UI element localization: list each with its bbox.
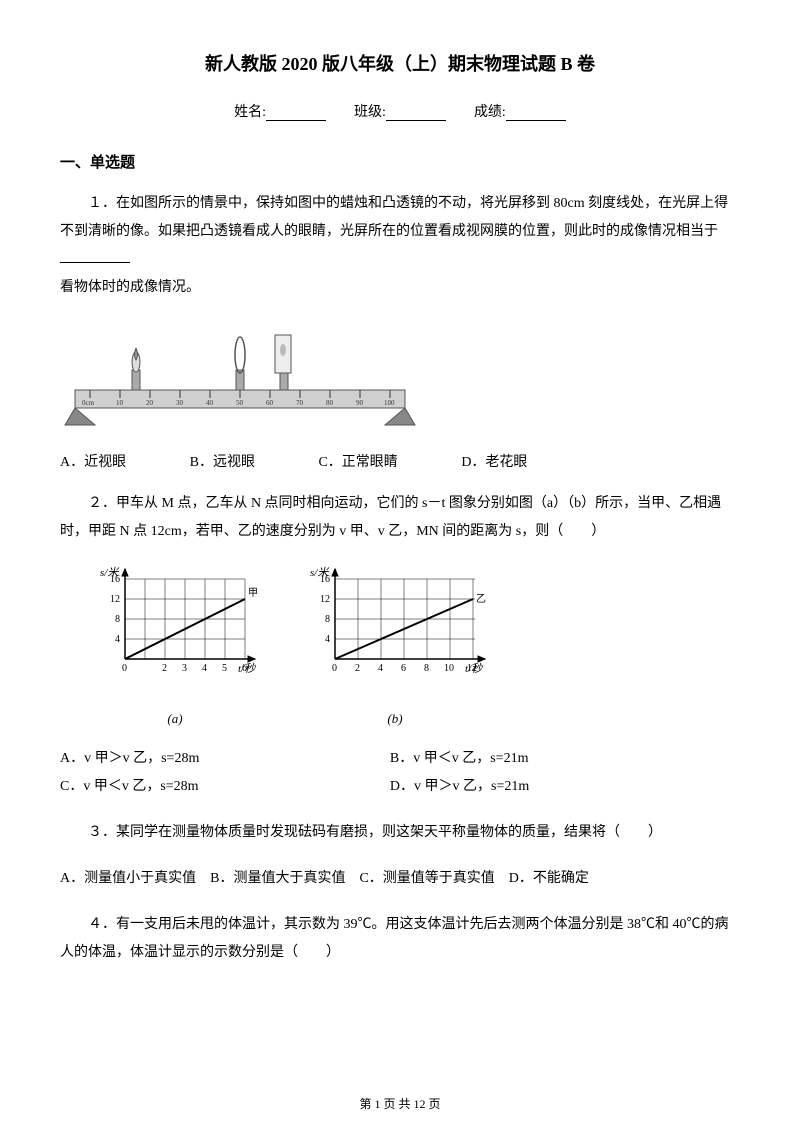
svg-text:4: 4 — [202, 663, 207, 674]
svg-text:4: 4 — [378, 663, 383, 674]
svg-text:0: 0 — [332, 663, 337, 674]
svg-text:30: 30 — [176, 399, 184, 407]
question-1: １．在如图所示的情景中，保持如图中的蜡烛和凸透镜的不动，将光屏移到 80cm 刻… — [60, 190, 740, 302]
svg-text:80: 80 — [326, 399, 334, 407]
q1-blank[interactable] — [60, 249, 130, 263]
svg-text:100: 100 — [384, 399, 395, 407]
svg-text:20: 20 — [146, 399, 154, 407]
svg-text:0cm: 0cm — [82, 399, 95, 407]
graph-b-caption: (b) — [300, 711, 490, 727]
svg-text:50: 50 — [236, 399, 244, 407]
svg-text:0: 0 — [122, 663, 127, 674]
q2-graphs: s/米 t/秒 1612 84 023 456 甲 (a) — [90, 564, 740, 727]
svg-text:8: 8 — [424, 663, 429, 674]
svg-text:2: 2 — [162, 663, 167, 674]
q1-option-c: C．正常眼睛 — [318, 450, 397, 475]
svg-text:12: 12 — [320, 594, 330, 605]
question-3: ３．某同学在测量物体质量时发现砝码有磨损，则这架天平称量物体的质量，结果将（ ） — [60, 819, 740, 847]
q2-option-a: A．v 甲＞v 乙，s=28m — [60, 745, 386, 773]
name-blank[interactable] — [266, 105, 326, 121]
svg-text:2: 2 — [355, 663, 360, 674]
class-blank[interactable] — [386, 105, 446, 121]
svg-text:6: 6 — [242, 663, 247, 674]
svg-text:12: 12 — [110, 594, 120, 605]
score-label: 成绩: — [474, 105, 506, 120]
q1-option-d: D．老花眼 — [461, 450, 527, 475]
question-1-text: １．在如图所示的情景中，保持如图中的蜡烛和凸透镜的不动，将光屏移到 80cm 刻… — [60, 196, 728, 239]
svg-text:10: 10 — [444, 663, 454, 674]
svg-text:8: 8 — [325, 614, 330, 625]
graph-a: s/米 t/秒 1612 84 023 456 甲 (a) — [90, 564, 260, 727]
svg-text:3: 3 — [182, 663, 187, 674]
section-1-header: 一、单选题 — [60, 151, 740, 172]
graph-b: s/米 t/秒 1612 84 024 6810 12 乙 (b) — [300, 564, 490, 727]
question-1-text2: 看物体时的成像情况。 — [60, 280, 200, 295]
q2-answers: A．v 甲＞v 乙，s=28m B．v 甲＜v 乙，s=21m C．v 甲＜v … — [60, 745, 740, 801]
question-4: ４．有一支用后未甩的体温计，其示数为 39℃。用这支体温计先后去测两个体温分别是… — [60, 911, 740, 967]
student-info-row: 姓名: 班级: 成绩: — [60, 101, 740, 121]
exam-title: 新人教版 2020 版八年级（上）期末物理试题 B 卷 — [60, 50, 740, 76]
optical-bench-figure: 0cm 10 20 30 40 50 60 70 80 90 100 — [60, 320, 740, 435]
svg-text:90: 90 — [356, 399, 364, 407]
score-blank[interactable] — [506, 105, 566, 121]
q1-option-a: A．近视眼 — [60, 450, 126, 475]
q3-answers: A．测量值小于真实值 B．测量值大于真实值 C．测量值等于真实值 D．不能确定 — [60, 865, 740, 893]
svg-text:12: 12 — [467, 663, 477, 674]
svg-text:5: 5 — [222, 663, 227, 674]
q2-option-b: B．v 甲＜v 乙，s=21m — [390, 745, 716, 773]
q1-answers: A．近视眼 B．远视眼 C．正常眼睛 D．老花眼 — [60, 450, 740, 475]
svg-text:4: 4 — [325, 634, 330, 645]
q1-option-b: B．远视眼 — [190, 450, 255, 475]
svg-text:8: 8 — [115, 614, 120, 625]
svg-text:16: 16 — [110, 574, 120, 585]
svg-text:乙: 乙 — [476, 593, 486, 605]
svg-text:70: 70 — [296, 399, 304, 407]
class-label: 班级: — [354, 105, 386, 120]
svg-text:t/秒: t/秒 — [238, 662, 256, 675]
graph-a-caption: (a) — [90, 711, 260, 727]
question-2: ２．甲车从 M 点，乙车从 N 点同时相向运动，它们的 s－t 图象分别如图（a… — [60, 490, 740, 546]
svg-text:6: 6 — [401, 663, 406, 674]
svg-text:10: 10 — [116, 399, 124, 407]
svg-text:4: 4 — [115, 634, 120, 645]
page-footer: 第 1 页 共 12 页 — [0, 1095, 800, 1112]
svg-text:60: 60 — [266, 399, 274, 407]
svg-text:甲: 甲 — [248, 588, 258, 599]
svg-text:16: 16 — [320, 574, 330, 585]
q2-option-c: C．v 甲＜v 乙，s=28m — [60, 773, 386, 801]
name-label: 姓名: — [234, 105, 266, 120]
q2-option-d: D．v 甲＞v 乙，s=21m — [390, 773, 716, 801]
svg-text:40: 40 — [206, 399, 214, 407]
